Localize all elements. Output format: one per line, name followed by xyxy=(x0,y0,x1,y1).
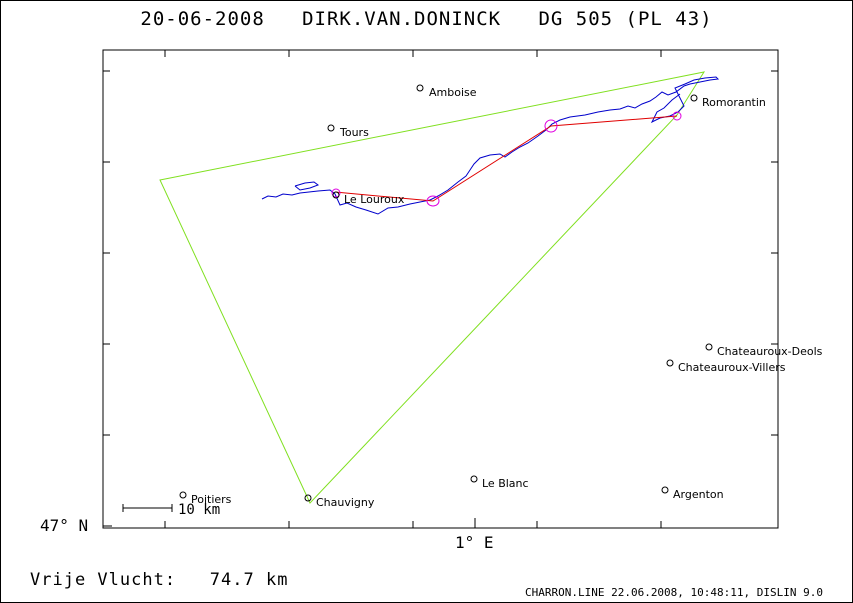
town-dot-icon xyxy=(332,191,340,199)
town-le-blanc: Le Blanc xyxy=(470,475,529,490)
turnpoint-marker-2 xyxy=(544,119,558,133)
town-le-louroux: Le Louroux xyxy=(332,191,405,206)
lat-axis-label: 47° N xyxy=(40,516,89,535)
town-dot-icon xyxy=(416,84,424,92)
flight-track xyxy=(261,76,720,215)
town-label: Le Louroux xyxy=(344,193,405,206)
turnpoint-marker-1 xyxy=(426,195,440,207)
town-argenton: Argenton xyxy=(661,486,724,501)
town-label: Amboise xyxy=(429,86,477,99)
pilot-name: DIRK.VAN.DONINCK xyxy=(302,8,502,30)
town-poitiers: Poitiers xyxy=(179,491,232,506)
town-dot-icon xyxy=(690,94,698,102)
town-dot-icon xyxy=(666,359,674,367)
town-chateauroux-deols: Chateauroux-Deols xyxy=(705,343,823,358)
town-dot-icon xyxy=(705,343,713,351)
glider-name: DG 505 (PL 43) xyxy=(538,8,713,30)
town-label: Le Blanc xyxy=(482,477,529,490)
town-dot-icon xyxy=(304,494,312,502)
scale-bar-label: 10 km xyxy=(178,502,220,518)
town-label: Tours xyxy=(339,126,369,139)
town-label: Chauvigny xyxy=(316,496,375,509)
town-label: Romorantin xyxy=(702,96,766,109)
town-chateauroux-villers: Chateauroux-Villers xyxy=(666,359,786,374)
plot-area xyxy=(102,49,779,529)
town-dot-icon xyxy=(661,486,669,494)
town-label: Chateauroux-Deols xyxy=(717,345,823,358)
town-amboise: Amboise xyxy=(416,84,477,99)
lon-axis-label: 1° E xyxy=(455,533,494,552)
scale-bar: 10 km xyxy=(122,502,220,518)
optimized-route xyxy=(334,115,678,202)
town-label: Poitiers xyxy=(191,493,232,506)
town-tours: Tours xyxy=(327,124,369,139)
producer-info: CHARRON.LINE 22.06.2008, 10:48:11, DISLI… xyxy=(524,586,823,599)
town-dot-icon xyxy=(179,491,187,499)
town-romorantin: Romorantin xyxy=(690,94,766,109)
axis-ticks xyxy=(103,50,778,528)
flight-track-loop xyxy=(294,181,320,191)
town-label: Chateauroux-Villers xyxy=(678,361,786,374)
distance-summary: Vrije Vlucht: 74.7 km xyxy=(30,570,288,590)
task-outline xyxy=(159,71,706,504)
turnpoint-markers xyxy=(331,111,682,207)
turnpoint-marker-start xyxy=(331,188,341,198)
turnpoint-marker-finish xyxy=(672,111,682,121)
page-title: 20-06-2008 DIRK.VAN.DONINCK DG 505 (PL 4… xyxy=(0,8,853,30)
town-chauvigny: Chauvigny xyxy=(304,494,375,509)
distance-label: Vrije Vlucht: xyxy=(30,570,177,590)
town-dot-icon xyxy=(327,124,335,132)
distance-value: 74.7 km xyxy=(209,570,289,590)
town-markers: Amboise Tours Romorantin Le Louroux Chat… xyxy=(179,84,823,509)
town-dot-icon xyxy=(470,475,478,483)
town-label: Argenton xyxy=(673,488,724,501)
flight-date: 20-06-2008 xyxy=(140,8,265,30)
